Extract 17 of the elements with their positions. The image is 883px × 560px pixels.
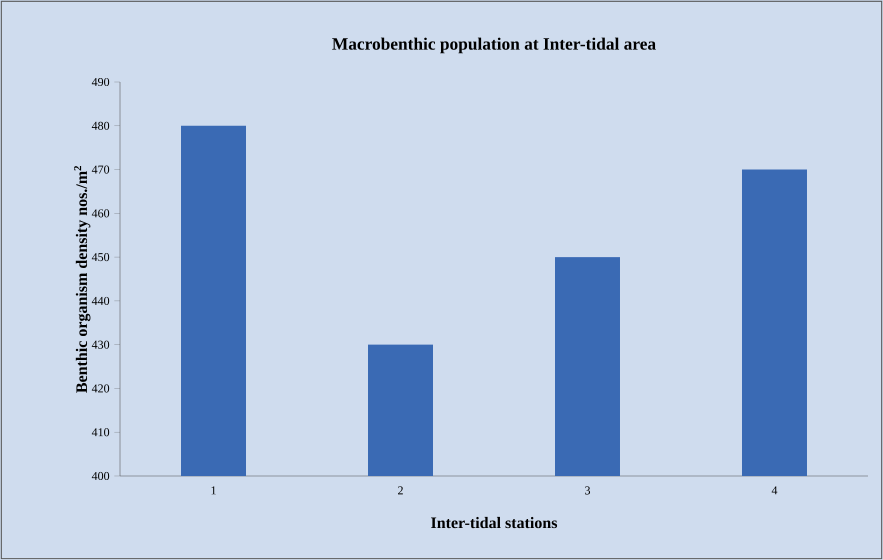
y-tick-label: 420 bbox=[92, 384, 110, 392]
y-axis-title: Benthic organism density nos./m$^{2}$ bbox=[74, 166, 90, 393]
y-tick-label: 440 bbox=[92, 296, 110, 305]
x-tick-label: 4 bbox=[772, 486, 778, 494]
y-tick-label: 460 bbox=[92, 209, 110, 218]
y-tick-label: 410 bbox=[92, 428, 110, 436]
y-tick-label: 400 bbox=[92, 472, 110, 480]
x-tick-label: 2 bbox=[398, 486, 403, 494]
y-tick-label: 430 bbox=[92, 340, 110, 349]
y-tick-label: 450 bbox=[92, 253, 110, 262]
x-tick-label: 3 bbox=[585, 486, 590, 494]
y-tick-label: 480 bbox=[92, 122, 110, 130]
x-tick-label: 1 bbox=[212, 486, 216, 494]
x-axis-title: Inter-tidal stations bbox=[431, 516, 558, 528]
y-tick-label: 490 bbox=[92, 78, 110, 86]
y-tick-label: 470 bbox=[92, 166, 110, 174]
chart-title: Macrobenthic population at Inter-tidal area bbox=[332, 38, 656, 54]
